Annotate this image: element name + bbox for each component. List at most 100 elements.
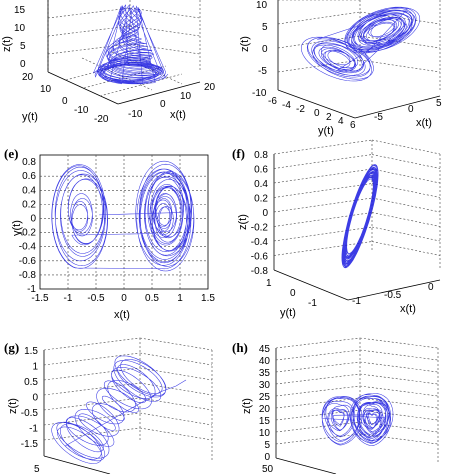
- panel-e-ytick: -0.4: [19, 242, 37, 253]
- panel-a-xtick: 10: [180, 91, 192, 102]
- panel-f-xlabel: x(t): [400, 303, 416, 315]
- panel-b-ztick: 0: [262, 44, 268, 55]
- panel-b-ztick: 10: [256, 0, 268, 11]
- panel-f-xtick: -0.5: [384, 290, 402, 301]
- panel-h-ztick: 30: [259, 380, 271, 391]
- panel-f-ztick: -0.4: [251, 237, 269, 248]
- panel-e-label: (e): [4, 146, 18, 161]
- panel-g-grid: [43, 352, 213, 441]
- panel-f-ztick: 0.4: [254, 179, 268, 190]
- panel-e-xtick: 0.5: [145, 293, 159, 304]
- panel-a-ztick: 0: [20, 59, 26, 70]
- panel-a-ztick: 15: [14, 5, 26, 16]
- panel-a-trajectory: [93, 4, 169, 85]
- panel-g-label: (g): [4, 340, 19, 355]
- panel-h-ztick: 15: [259, 416, 271, 427]
- panel-f-ytick: -1: [308, 298, 317, 309]
- panel-f-trajectory: [341, 164, 379, 269]
- panel-e-ylabel: y(t): [11, 220, 23, 236]
- panel-b-ztick: 5: [262, 22, 268, 33]
- panel-h-ztick: 0: [264, 452, 270, 463]
- panel-e-ytick: 0.6: [22, 171, 36, 182]
- panel-b-ytick: 2: [326, 112, 332, 123]
- panel-h-ztick: 35: [259, 368, 271, 379]
- panel-b-xlabel: x(t): [416, 117, 432, 129]
- panel-h-ytick: 50: [262, 464, 274, 474]
- panel-f-ztick: 0.6: [254, 165, 268, 176]
- panel-f-grid: [273, 154, 441, 256]
- panel-a-xlabel: x(t): [170, 109, 186, 121]
- panel-h-zlabel: z(t): [241, 398, 253, 414]
- panel-f-ytick: 0: [290, 288, 296, 299]
- panel-f-ztick: -0.2: [251, 223, 269, 234]
- panel-h-grid: [275, 349, 439, 445]
- panel-b-zlabel: z(t): [239, 36, 251, 52]
- panel-b-box: [277, 0, 441, 119]
- panel-e-xtick: 0: [121, 293, 127, 304]
- panel-e-xtick: 1.5: [201, 293, 215, 304]
- panel-e-xlabel: x(t): [114, 309, 130, 321]
- panel-a: 15 10 5 0 z(t) 20 10 0 -10 -20 y(t) -10 …: [1, 0, 216, 125]
- panel-a-ylabel: y(t): [22, 111, 38, 123]
- panel-e-ytick: 0.4: [22, 185, 36, 196]
- panel-h-trajectory: [321, 393, 394, 446]
- panel-e-ytick: 0.8: [22, 157, 36, 168]
- panel-b-xtick: 5: [436, 98, 442, 109]
- panel-e-xtick: -1.5: [31, 293, 49, 304]
- panel-b: 10 5 0 -5 -10 z(t) -6 -4 -2 0 2 4 6 y(t)…: [239, 0, 442, 137]
- panel-e-ytick: -1: [27, 284, 36, 295]
- panel-e-ticks: 0.80.60.40.20-0.2-0.4-0.6-0.8-1-1.5 -1 -0.…: [19, 157, 216, 304]
- panel-a-ytick: 20: [22, 72, 34, 83]
- panel-f-xtick: 0: [428, 282, 434, 293]
- panel-h-ztick: 25: [259, 392, 271, 403]
- panel-g: (g) 1.5 1 0.5 0 -0.5 -1 -1.5 z(t) 5: [4, 337, 213, 474]
- panel-f-ztick: 0.2: [254, 194, 268, 205]
- panel-h-ztick: 20: [259, 404, 271, 415]
- panel-a-box: [47, 0, 201, 105]
- panel-g-ztick: 0.5: [24, 377, 38, 388]
- panel-a-ztick: 10: [14, 23, 26, 34]
- panel-e-ytick: -0.8: [19, 270, 37, 281]
- panel-a-xtick: 20: [204, 82, 216, 93]
- panel-g-ticks: 1.5 1 0.5 0 -0.5 -1 -1.5: [21, 346, 39, 450]
- panel-h-ztick: 40: [259, 356, 271, 367]
- panel-b-ytick: 0: [314, 108, 320, 119]
- panel-f: (f) 0.8 0.6 0.4 0.2 0 -0.2 -0.4 -0.6 -0.8 z(t) 1…: [232, 139, 441, 319]
- panel-b-ytick: -6: [268, 96, 277, 107]
- panel-e-ytick: 0.2: [22, 199, 36, 210]
- panel-b-xtick: -5: [374, 112, 383, 123]
- panel-b-ytick: 4: [338, 116, 344, 127]
- panel-g-ztick: -1: [29, 424, 38, 435]
- panel-a-ytick: -10: [74, 105, 89, 116]
- panel-h-label: (h): [232, 340, 248, 355]
- panel-g-box: [43, 337, 213, 474]
- panel-h-ztick: 45: [259, 344, 271, 355]
- panel-e-xtick: -0.5: [87, 293, 105, 304]
- panel-f-label: (f): [232, 146, 245, 161]
- panel-b-ytick: -4: [282, 100, 291, 111]
- panel-a-xtick: -10: [128, 109, 143, 120]
- panel-g-ytick: 5: [34, 464, 40, 474]
- panel-g-trajectory: [51, 355, 187, 464]
- panel-g-ztick: 0: [32, 393, 38, 404]
- panel-f-ytick: 1: [266, 278, 272, 289]
- panel-e: (e) 0.80.60.40.20-0.2-0.4-0.6-0.8-1-1.5-…: [4, 146, 215, 321]
- panel-e-xtick: 1: [177, 293, 183, 304]
- panel-b-ytick: 6: [350, 120, 356, 131]
- panel-h-ztick: 10: [259, 428, 271, 439]
- panel-b-xtick: 0: [408, 104, 414, 115]
- panel-b-trajectory: [301, 6, 421, 82]
- panel-f-ztick: 0.8: [254, 150, 268, 161]
- panel-g-ztick: -1.5: [21, 439, 39, 450]
- panel-f-xtick: -1: [352, 296, 361, 307]
- panel-b-ytick: -2: [296, 104, 305, 115]
- panel-h-ztick: 5: [264, 440, 270, 451]
- panel-a-ytick: -20: [94, 114, 109, 125]
- panel-a-xtick: 0: [160, 99, 166, 110]
- panel-e-ytick: -0.6: [19, 256, 37, 267]
- panel-a-ztick: 5: [20, 41, 26, 52]
- panel-g-ztick: 1.5: [24, 346, 38, 357]
